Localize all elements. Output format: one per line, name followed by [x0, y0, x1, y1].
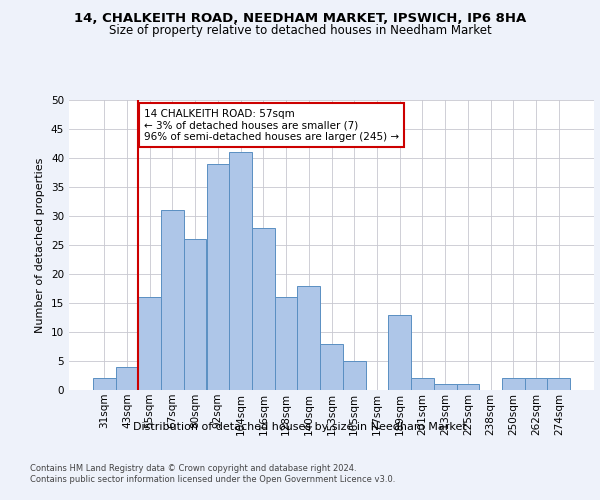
Bar: [161, 210, 184, 390]
Bar: [93, 378, 116, 390]
Bar: [411, 378, 434, 390]
Bar: [275, 297, 298, 390]
Text: 14, CHALKEITH ROAD, NEEDHAM MARKET, IPSWICH, IP6 8HA: 14, CHALKEITH ROAD, NEEDHAM MARKET, IPSW…: [74, 12, 526, 26]
Bar: [229, 152, 252, 390]
Text: Distribution of detached houses by size in Needham Market: Distribution of detached houses by size …: [133, 422, 467, 432]
Bar: [206, 164, 229, 390]
Bar: [184, 239, 206, 390]
Y-axis label: Number of detached properties: Number of detached properties: [35, 158, 46, 332]
Text: Contains HM Land Registry data © Crown copyright and database right 2024.: Contains HM Land Registry data © Crown c…: [30, 464, 356, 473]
Bar: [298, 286, 320, 390]
Bar: [547, 378, 570, 390]
Text: Size of property relative to detached houses in Needham Market: Size of property relative to detached ho…: [109, 24, 491, 37]
Bar: [139, 297, 161, 390]
Bar: [252, 228, 275, 390]
Text: Contains public sector information licensed under the Open Government Licence v3: Contains public sector information licen…: [30, 475, 395, 484]
Bar: [457, 384, 479, 390]
Bar: [343, 361, 365, 390]
Bar: [502, 378, 524, 390]
Bar: [320, 344, 343, 390]
Bar: [116, 367, 139, 390]
Bar: [434, 384, 457, 390]
Text: 14 CHALKEITH ROAD: 57sqm
← 3% of detached houses are smaller (7)
96% of semi-det: 14 CHALKEITH ROAD: 57sqm ← 3% of detache…: [144, 108, 399, 142]
Bar: [524, 378, 547, 390]
Bar: [388, 314, 411, 390]
